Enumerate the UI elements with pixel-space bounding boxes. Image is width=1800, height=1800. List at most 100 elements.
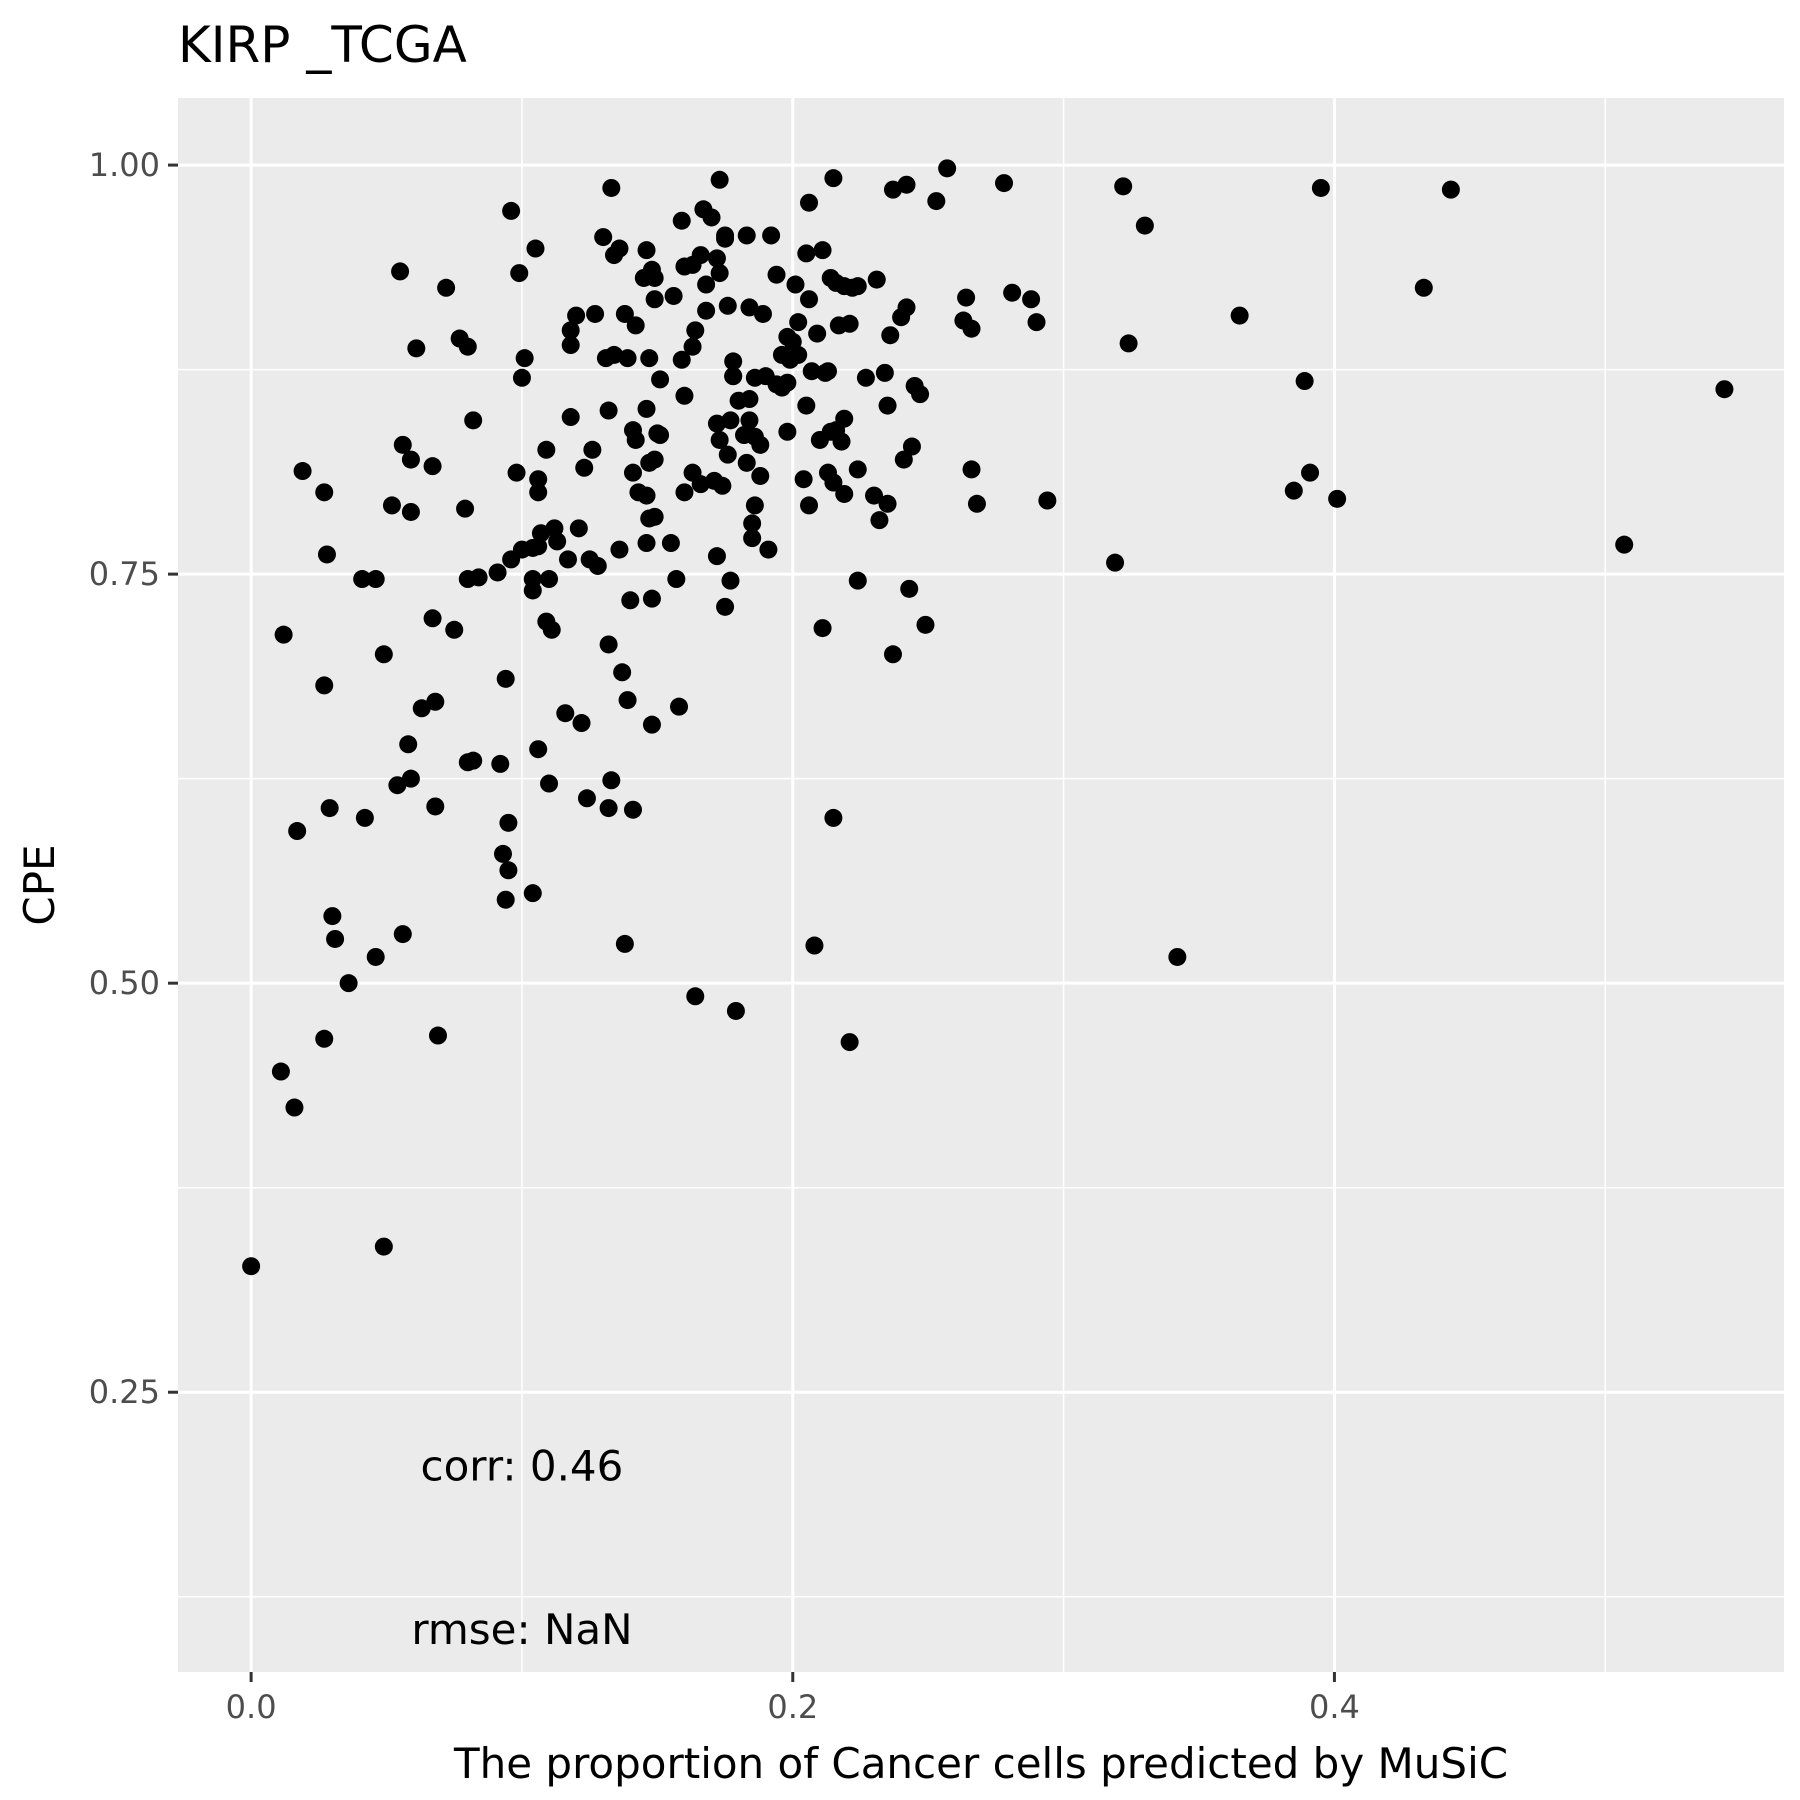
- data-point: [637, 241, 656, 260]
- data-point: [512, 368, 531, 387]
- data-point: [645, 268, 664, 287]
- data-point: [1230, 306, 1249, 325]
- data-point: [640, 349, 659, 368]
- data-point: [808, 324, 827, 343]
- data-point: [602, 178, 621, 197]
- data-point: [393, 435, 412, 454]
- data-point: [797, 244, 816, 263]
- data-point: [1615, 535, 1634, 554]
- annotation-text: rmse: NaN: [411, 1605, 632, 1654]
- data-point: [642, 715, 661, 734]
- data-point: [605, 345, 624, 364]
- data-point: [388, 776, 407, 795]
- data-point: [751, 435, 770, 454]
- data-point: [675, 386, 694, 405]
- data-point: [456, 499, 475, 518]
- chart-title: KIRP _TCGA: [178, 16, 467, 74]
- data-point: [315, 1029, 334, 1048]
- data-point: [537, 440, 556, 459]
- annotations: corr: 0.46 rmse: NaN: [411, 1442, 632, 1655]
- data-point: [407, 339, 426, 358]
- data-point: [637, 534, 656, 553]
- data-point: [916, 615, 935, 634]
- data-point: [697, 275, 716, 294]
- data-point: [672, 211, 691, 230]
- data-point: [894, 450, 913, 469]
- data-point: [724, 352, 743, 371]
- data-point: [567, 306, 586, 325]
- data-point: [902, 437, 921, 456]
- x-tick-label: 0.0: [226, 1688, 277, 1726]
- data-point: [599, 799, 618, 818]
- data-point: [767, 265, 786, 284]
- data-point: [618, 691, 637, 710]
- data-point: [789, 313, 808, 332]
- data-point: [599, 635, 618, 654]
- data-point: [594, 228, 613, 247]
- data-point: [707, 414, 726, 433]
- data-point: [493, 844, 512, 863]
- data-point: [835, 409, 854, 428]
- data-point: [339, 974, 358, 993]
- data-point: [691, 246, 710, 265]
- data-point: [1715, 380, 1734, 399]
- data-point: [870, 511, 889, 530]
- data-point: [967, 494, 986, 513]
- axes: 0.0 0.2 0.4 0.25 0.50 0.75 1.00: [89, 146, 1360, 1726]
- data-point: [499, 861, 518, 880]
- data-point: [883, 180, 902, 199]
- data-point: [962, 460, 981, 479]
- data-point: [242, 1257, 261, 1276]
- data-point: [599, 401, 618, 420]
- data-point: [762, 226, 781, 245]
- data-point: [615, 304, 634, 323]
- data-point: [580, 550, 599, 569]
- data-point: [672, 350, 691, 369]
- data-point: [271, 1062, 290, 1081]
- data-point: [1284, 481, 1303, 500]
- data-point: [355, 808, 374, 827]
- data-point: [623, 463, 642, 482]
- data-point: [938, 159, 957, 178]
- data-point: [1295, 372, 1314, 391]
- data-point: [1135, 216, 1154, 235]
- data-point: [664, 286, 683, 305]
- data-point: [697, 301, 716, 320]
- data-point: [1022, 290, 1041, 309]
- data-point: [772, 345, 791, 364]
- data-point: [499, 813, 518, 832]
- data-point: [816, 363, 835, 382]
- data-point: [721, 411, 740, 430]
- data-point: [737, 226, 756, 245]
- data-point: [529, 483, 548, 502]
- data-point: [366, 947, 385, 966]
- data-point: [502, 201, 521, 220]
- data-point: [423, 609, 442, 628]
- data-point: [426, 692, 445, 711]
- data-point: [374, 645, 393, 664]
- data-point: [437, 278, 456, 297]
- data-point: [840, 1033, 859, 1052]
- data-point: [789, 345, 808, 364]
- data-point: [726, 1001, 745, 1020]
- data-point: [523, 570, 542, 589]
- data-point: [786, 275, 805, 294]
- data-point: [824, 808, 843, 827]
- data-point: [537, 612, 556, 631]
- data-point: [651, 370, 670, 389]
- data-point: [464, 411, 483, 430]
- data-point: [561, 408, 580, 427]
- data-point: [670, 697, 689, 716]
- data-point: [1119, 334, 1138, 353]
- data-point: [800, 193, 819, 212]
- data-point: [572, 714, 591, 733]
- data-point: [399, 735, 418, 754]
- data-point: [412, 699, 431, 718]
- data-point: [751, 466, 770, 485]
- data-point: [710, 170, 729, 189]
- data-point: [835, 484, 854, 503]
- data-point: [867, 270, 886, 289]
- data-point: [881, 326, 900, 345]
- data-point: [642, 589, 661, 608]
- data-point: [320, 799, 339, 818]
